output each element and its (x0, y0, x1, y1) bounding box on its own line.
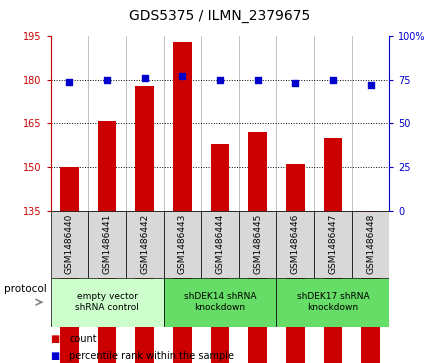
Text: GSM1486447: GSM1486447 (328, 214, 337, 274)
Bar (60, 167, 79, 363)
Bar (239, 211, 276, 278)
Bar (164, 278, 276, 327)
Bar (51, 278, 164, 327)
Bar (248, 132, 267, 363)
Point (179, 73, 186, 79)
Point (367, 82, 374, 88)
Bar (201, 211, 239, 278)
Text: count: count (69, 334, 97, 344)
Bar (164, 211, 201, 278)
Point (141, 75, 148, 81)
Point (292, 81, 299, 86)
Text: protocol: protocol (4, 285, 47, 294)
Text: shDEK17 shRNA
knockdown: shDEK17 shRNA knockdown (297, 293, 369, 312)
Bar (88, 211, 126, 278)
Bar (286, 164, 305, 363)
Bar (314, 211, 352, 278)
Text: GSM1486445: GSM1486445 (253, 214, 262, 274)
Bar (51, 211, 88, 278)
Bar (173, 42, 192, 363)
Bar (323, 138, 342, 363)
Point (216, 77, 224, 83)
Bar (361, 211, 380, 363)
Text: GSM1486446: GSM1486446 (291, 214, 300, 274)
Bar (352, 211, 389, 278)
Text: GSM1486442: GSM1486442 (140, 214, 149, 274)
Bar (211, 144, 229, 363)
Point (330, 77, 337, 83)
Point (103, 77, 110, 83)
Bar (126, 211, 164, 278)
Text: ■: ■ (51, 334, 60, 344)
Text: GSM1486444: GSM1486444 (216, 214, 224, 274)
Bar (98, 121, 117, 363)
Text: empty vector
shRNA control: empty vector shRNA control (75, 293, 139, 312)
Text: GSM1486448: GSM1486448 (366, 214, 375, 274)
Text: GSM1486440: GSM1486440 (65, 214, 74, 274)
Text: GSM1486441: GSM1486441 (103, 214, 112, 274)
Bar (136, 86, 154, 363)
Point (254, 77, 261, 83)
Text: GDS5375 / ILMN_2379675: GDS5375 / ILMN_2379675 (129, 9, 311, 23)
Text: percentile rank within the sample: percentile rank within the sample (69, 351, 234, 361)
Text: ■: ■ (51, 351, 60, 361)
Bar (276, 278, 389, 327)
Text: shDEK14 shRNA
knockdown: shDEK14 shRNA knockdown (184, 293, 256, 312)
Bar (276, 211, 314, 278)
Point (66, 79, 73, 85)
Text: GSM1486443: GSM1486443 (178, 214, 187, 274)
